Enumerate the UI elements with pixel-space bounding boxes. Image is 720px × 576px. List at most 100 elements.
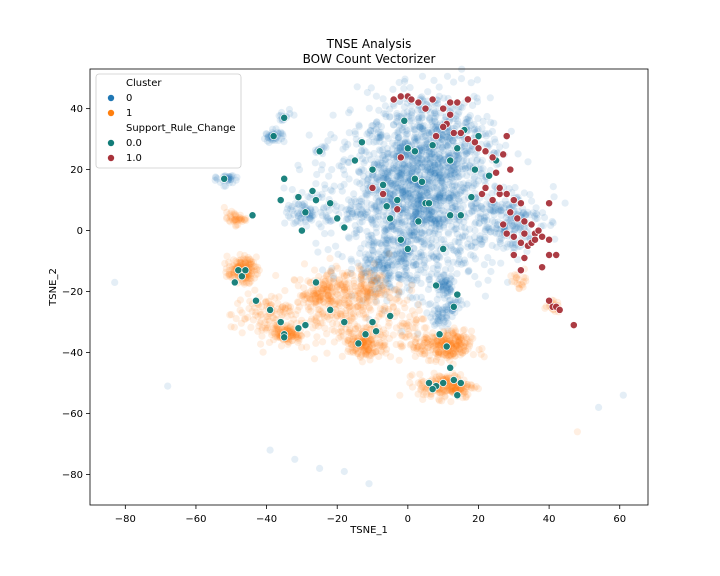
- scatter-point-cluster-0: [363, 176, 371, 185]
- scatter-point-cluster-0: [453, 191, 461, 200]
- scatter-point-cluster-0: [413, 196, 421, 204]
- scatter-point-cluster-0: [398, 160, 406, 168]
- scatter-point-cluster-0: [421, 158, 429, 166]
- scatter-point-cluster-1: [385, 334, 393, 343]
- scatter-point-cluster-0: [488, 258, 496, 267]
- scatter-point-cluster-0: [348, 208, 356, 216]
- scatter-point-cluster-0: [482, 213, 490, 221]
- scatter-point-cluster-0: [379, 153, 387, 162]
- scatter-point-cluster-0: [497, 259, 505, 267]
- scatter-point-cluster-0: [397, 216, 405, 224]
- scatter-point-cluster-0: [363, 227, 371, 236]
- scatter-point-cluster-0: [426, 152, 434, 161]
- scatter-point-cluster-0: [364, 232, 372, 240]
- scatter-point-cluster-0: [386, 113, 394, 121]
- scatter-point-cluster-1: [236, 306, 244, 314]
- scatter-point-cluster-0: [400, 187, 408, 195]
- scatter-point-src-0-0: [485, 171, 494, 180]
- scatter-point-cluster-0: [389, 166, 397, 174]
- scatter-point-src-1-0: [516, 266, 525, 275]
- scatter-point-src-1-0: [527, 220, 536, 229]
- scatter-point-src-0-0: [403, 144, 412, 153]
- scatter-point-cluster-0: [368, 218, 376, 226]
- scatter-point-cluster-0: [480, 217, 488, 225]
- scatter-point-cluster-0: [368, 241, 376, 249]
- scatter-point-cluster-1: [319, 281, 327, 289]
- scatter-point-src-0-0: [276, 318, 285, 327]
- legend-marker-cluster-1: [107, 109, 115, 117]
- scatter-point-cluster-0: [464, 181, 472, 189]
- scatter-point-cluster-0: [408, 231, 416, 240]
- scatter-point-src-1-0: [393, 205, 402, 214]
- scatter-point-cluster-1: [435, 397, 444, 405]
- scatter-point-cluster-0: [436, 225, 444, 233]
- scatter-point-cluster-0: [403, 213, 412, 221]
- scatter-point-cluster-0: [416, 141, 425, 149]
- scatter-point-cluster-0: [376, 138, 384, 146]
- scatter-point-cluster-0: [377, 133, 385, 141]
- scatter-point-cluster-0: [365, 480, 373, 488]
- scatter-point-cluster-0: [405, 212, 413, 220]
- scatter-point-cluster-0: [410, 200, 418, 208]
- scatter-point-cluster-0: [477, 214, 485, 223]
- scatter-point-cluster-0: [364, 175, 372, 183]
- scatter-point-cluster-0: [351, 203, 359, 211]
- scatter-point-cluster-0: [295, 166, 304, 174]
- scatter-point-cluster-0: [496, 239, 505, 247]
- scatter-point-cluster-0: [510, 222, 518, 230]
- scatter-point-cluster-0: [327, 186, 335, 194]
- scatter-point-cluster-0: [401, 174, 409, 183]
- scatter-point-cluster-0: [417, 238, 425, 246]
- scatter-point-cluster-0: [382, 113, 390, 121]
- scatter-point-src-1-0: [414, 98, 423, 107]
- scatter-point-cluster-1: [310, 290, 318, 298]
- scatter-point-cluster-0: [369, 220, 377, 228]
- scatter-point-cluster-0: [409, 253, 417, 261]
- scatter-point-cluster-0: [434, 205, 442, 213]
- scatter-point-cluster-0: [356, 168, 364, 176]
- scatter-point-cluster-0: [412, 261, 420, 269]
- scatter-point-cluster-0: [402, 231, 410, 240]
- scatter-point-cluster-0: [457, 223, 465, 231]
- scatter-point-cluster-0: [396, 250, 404, 258]
- scatter-point-cluster-0: [402, 164, 410, 172]
- scatter-point-cluster-0: [438, 177, 446, 185]
- scatter-point-cluster-0: [164, 382, 172, 390]
- scatter-point-cluster-0: [435, 220, 443, 228]
- scatter-point-cluster-0: [374, 175, 382, 183]
- scatter-point-cluster-0: [380, 196, 388, 204]
- scatter-point-cluster-1: [382, 349, 390, 357]
- scatter-point-cluster-0: [311, 159, 319, 167]
- scatter-point-cluster-0: [446, 171, 454, 179]
- scatter-point-cluster-1: [434, 351, 442, 359]
- scatter-point-src-0-0: [315, 147, 324, 156]
- scatter-point-cluster-0: [409, 213, 417, 221]
- scatter-point-cluster-1: [321, 324, 329, 332]
- scatter-point-cluster-0: [438, 184, 446, 192]
- scatter-point-cluster-0: [458, 233, 467, 241]
- scatter-point-cluster-0: [484, 254, 492, 262]
- scatter-point-cluster-0: [427, 166, 435, 174]
- scatter-point-cluster-0: [390, 154, 398, 162]
- scatter-point-src-1-0: [506, 165, 515, 174]
- scatter-point-src-1-0: [552, 251, 561, 259]
- scatter-point-cluster-0: [465, 267, 473, 275]
- scatter-point-cluster-0: [379, 172, 387, 181]
- scatter-point-cluster-0: [424, 191, 432, 199]
- scatter-point-cluster-0: [319, 266, 327, 274]
- scatter-point-cluster-0: [455, 155, 463, 163]
- scatter-point-cluster-0: [436, 191, 444, 199]
- scatter-point-cluster-0: [345, 196, 353, 204]
- scatter-point-cluster-0: [359, 207, 367, 215]
- scatter-point-cluster-0: [389, 121, 398, 129]
- scatter-point-cluster-1: [303, 343, 311, 351]
- scatter-point-cluster-0: [484, 276, 492, 284]
- scatter-point-cluster-0: [382, 240, 390, 248]
- scatter-point-cluster-0: [382, 110, 390, 118]
- scatter-point-cluster-0: [425, 301, 433, 309]
- scatter-point-cluster-0: [345, 175, 353, 183]
- legend-box: [95, 73, 242, 169]
- scatter-point-src-0-0: [382, 202, 391, 211]
- scatter-point-cluster-0: [425, 131, 433, 139]
- scatter-point-cluster-0: [403, 169, 411, 177]
